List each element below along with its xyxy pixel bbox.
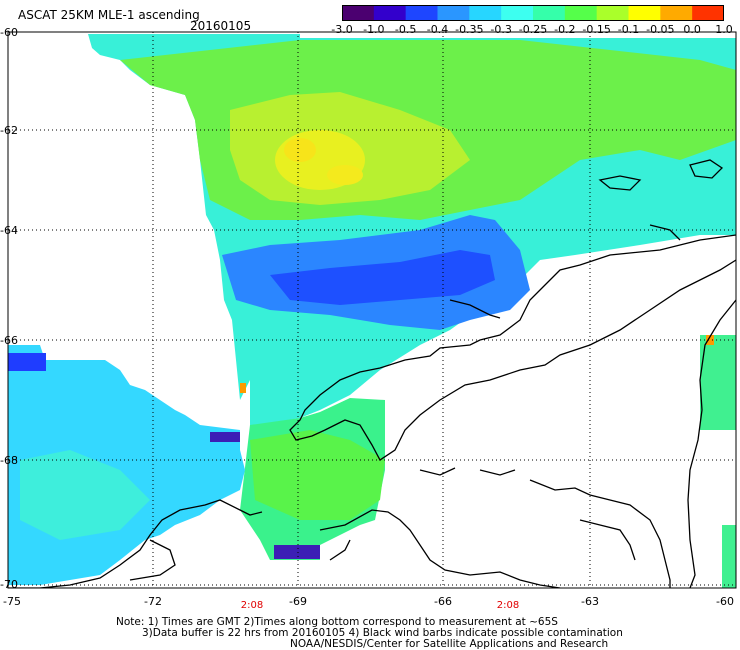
lat-label: -66 xyxy=(0,334,18,347)
colorbar-tick-label: -0.5 xyxy=(394,23,417,36)
colorbar-tick-label: -0.05 xyxy=(646,23,675,36)
colorbar-tick-label: -0.4 xyxy=(426,23,449,36)
colorbar-segment xyxy=(533,5,566,21)
colorbar xyxy=(342,5,724,21)
map-date: 20160105 xyxy=(190,19,252,33)
lon-label: -60 xyxy=(716,595,734,608)
colorbar-segment xyxy=(692,5,724,21)
swath-low-patch xyxy=(274,545,320,559)
note-line-2: 3)Data buffer is 22 hrs from 20160105 4)… xyxy=(142,627,623,639)
graticule xyxy=(8,32,736,588)
note-line-1: Note: 1) Times are GMT 2)Times along bot… xyxy=(116,616,558,628)
colorbar-tick-label: -0.15 xyxy=(582,23,611,36)
colorbar-tick-label: -0.25 xyxy=(518,23,548,36)
colorbar-segment xyxy=(405,5,438,21)
lon-label: -63 xyxy=(581,595,599,608)
lat-label: -68 xyxy=(0,454,18,467)
lat-label: -60 xyxy=(0,26,18,39)
colorbar-frame xyxy=(342,5,724,21)
lon-label: -66 xyxy=(434,595,452,608)
map-frame xyxy=(7,31,737,589)
colorbar-segment xyxy=(564,5,598,21)
coastline xyxy=(8,159,736,588)
colorbar-segment xyxy=(437,5,470,21)
colorbar-tick-label: -1.0 xyxy=(363,23,385,36)
colorbar-segment xyxy=(501,5,534,21)
time-label: 2:08 xyxy=(496,600,520,611)
map-title: ASCAT 25KM MLE-1 ascending xyxy=(18,8,200,22)
colorbar-segment xyxy=(628,5,661,21)
colorbar-tick-label: 1.0 xyxy=(715,23,733,36)
note-line-3: NOAA/NESDIS/Center for Satellite Applica… xyxy=(290,638,609,650)
colorbar-tick-label: -0.2 xyxy=(554,23,576,36)
lon-label: -75 xyxy=(3,595,21,608)
colorbar-segment xyxy=(469,5,502,21)
lat-label: -70 xyxy=(0,578,18,591)
colorbar-tick-label: -0.1 xyxy=(617,23,640,36)
colorbar-segment xyxy=(373,5,407,21)
colorbar-segment xyxy=(660,5,693,21)
colorbar-segment xyxy=(596,5,629,21)
lat-label: -62 xyxy=(0,124,18,137)
colorbar-tick-label: -0.3 xyxy=(490,23,512,36)
colorbar-gradient xyxy=(342,5,724,21)
colorbar-tick-label: -0.35 xyxy=(455,23,484,36)
lon-label: -72 xyxy=(144,595,162,608)
colorbar-tick-label: -3.0 xyxy=(331,23,353,36)
lon-label: -69 xyxy=(289,595,307,608)
swath-right-strip-a xyxy=(700,335,736,430)
swath-right-strip-b xyxy=(722,525,736,588)
colorbar-tick-label: 0.0 xyxy=(683,23,701,36)
colorbar-segment xyxy=(342,5,375,21)
lat-label: -64 xyxy=(0,224,18,237)
time-label: 2:08 xyxy=(240,600,264,611)
